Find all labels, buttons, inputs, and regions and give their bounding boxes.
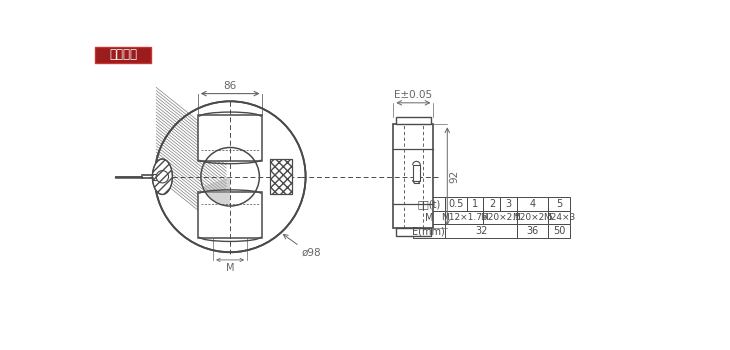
Text: ø98: ø98 (301, 247, 321, 258)
Text: M: M (425, 212, 433, 223)
Bar (198, 192, 263, 238)
Bar (445, 197, 466, 211)
Bar (518, 224, 548, 238)
Text: 量程(t): 量程(t) (417, 199, 440, 209)
Text: 1: 1 (472, 199, 478, 209)
Text: 32: 32 (475, 226, 488, 236)
Text: 4: 4 (530, 199, 536, 209)
Bar (393, 124, 434, 228)
Bar (483, 197, 500, 211)
Ellipse shape (153, 159, 172, 195)
Wedge shape (204, 177, 230, 205)
Bar (518, 197, 548, 211)
Bar (445, 211, 483, 224)
Text: M24×3: M24×3 (543, 213, 575, 222)
Bar (198, 115, 263, 161)
Text: M20×2.5: M20×2.5 (480, 213, 520, 222)
Bar (445, 224, 518, 238)
Text: 2: 2 (489, 199, 495, 209)
Bar (466, 197, 483, 211)
Bar (96, 47, 151, 63)
Text: 50: 50 (553, 226, 565, 236)
Text: 3: 3 (506, 199, 512, 209)
Bar (548, 224, 569, 238)
Bar (396, 228, 431, 236)
Bar (500, 197, 518, 211)
Text: E(mm): E(mm) (412, 226, 445, 236)
Bar (412, 165, 420, 181)
Bar (412, 197, 445, 211)
Bar (270, 159, 292, 195)
Wedge shape (155, 102, 230, 251)
Text: M20×2.5: M20×2.5 (512, 213, 553, 222)
Bar (396, 117, 431, 124)
Bar (412, 211, 445, 224)
Bar (412, 224, 445, 238)
Bar (548, 197, 569, 211)
Text: 0.5: 0.5 (448, 199, 464, 209)
Text: 36: 36 (526, 226, 539, 236)
Text: E±0.05: E±0.05 (394, 90, 432, 100)
Text: M12×1.75: M12×1.75 (441, 213, 488, 222)
Bar (548, 211, 569, 224)
Bar (270, 159, 292, 195)
Bar (518, 211, 548, 224)
Text: M: M (226, 263, 234, 273)
Text: 92: 92 (450, 170, 460, 183)
Text: 外形尺寸: 外形尺寸 (109, 48, 137, 61)
Bar (483, 211, 518, 224)
Text: 86: 86 (223, 80, 237, 91)
Text: 5: 5 (556, 199, 562, 209)
